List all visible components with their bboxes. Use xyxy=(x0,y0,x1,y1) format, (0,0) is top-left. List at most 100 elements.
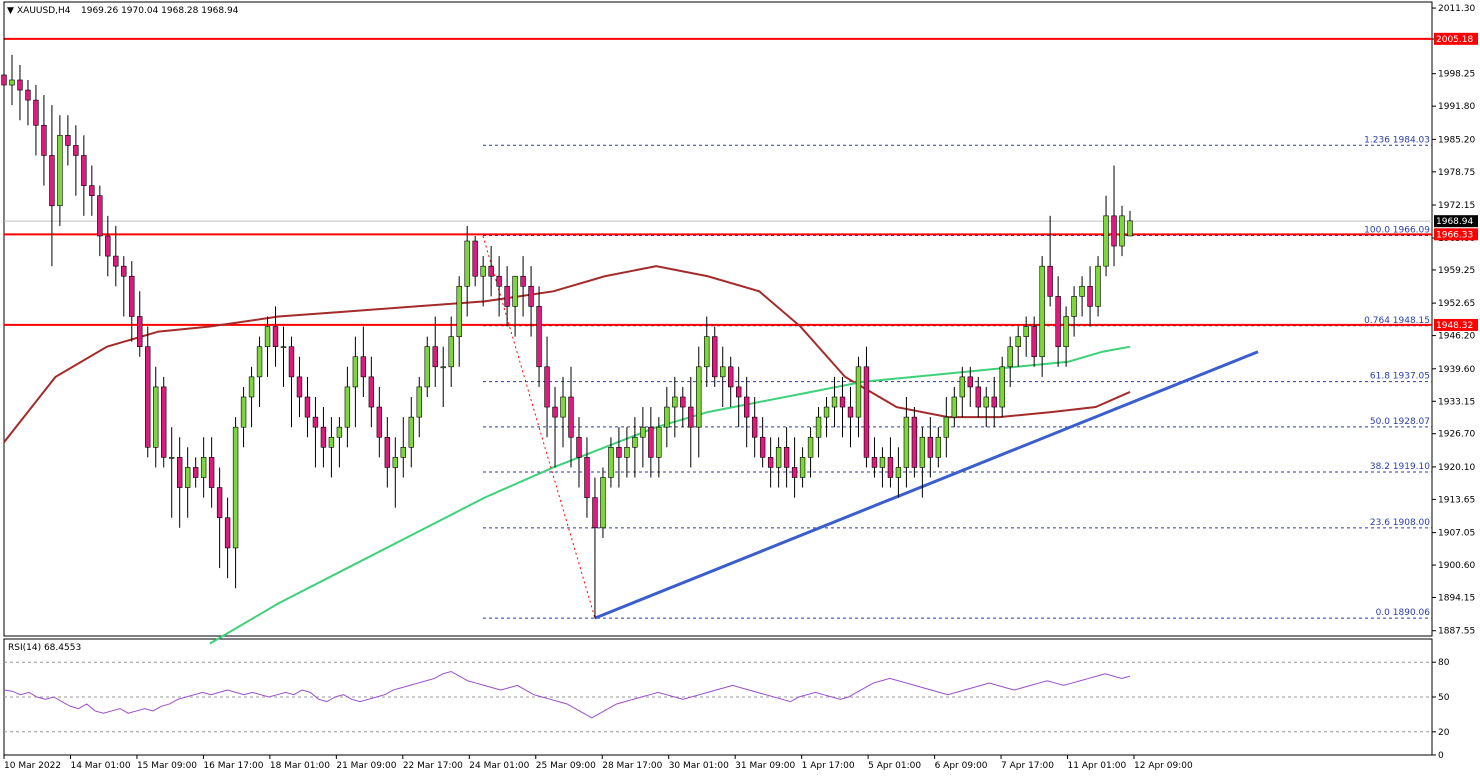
bullish-candle-body xyxy=(9,79,15,86)
candle xyxy=(97,185,103,257)
candle xyxy=(232,417,239,589)
bullish-candle-body xyxy=(1063,316,1069,347)
candle xyxy=(440,346,446,408)
candle xyxy=(648,407,654,478)
bearish-candle-body xyxy=(304,396,311,418)
bearish-candle-body xyxy=(887,457,894,478)
price-tick-label: 1991.80 xyxy=(1438,102,1475,112)
candle xyxy=(1015,326,1021,367)
bullish-candle-body xyxy=(696,366,702,428)
bullish-candle-body xyxy=(344,386,351,428)
candle xyxy=(280,326,287,387)
candle xyxy=(320,407,327,468)
candle xyxy=(89,165,95,216)
candle xyxy=(775,437,782,488)
bullish-candle-body xyxy=(416,386,422,418)
bullish-candle-body xyxy=(1079,285,1085,297)
bearish-candle-body xyxy=(743,396,750,418)
candle xyxy=(935,427,942,468)
bearish-candle-body xyxy=(472,240,478,277)
bullish-candle-body xyxy=(464,240,470,287)
price-tick-label: 1978.75 xyxy=(1438,168,1475,178)
bearish-candle-body xyxy=(312,416,319,428)
bearish-candle-body xyxy=(320,426,327,448)
time-tick-label: 14 Mar 01:00 xyxy=(70,761,130,771)
candle xyxy=(863,346,870,468)
bearish-candle-body xyxy=(33,99,39,126)
ma-green-line xyxy=(209,345,1131,645)
bullish-candle-body xyxy=(400,447,406,458)
candle xyxy=(113,225,119,287)
candle xyxy=(400,417,406,478)
candle xyxy=(528,266,534,337)
candle xyxy=(296,356,303,418)
bearish-candle-body xyxy=(208,457,215,488)
time-tick-label: 10 Mar 2022 xyxy=(4,761,61,771)
candle xyxy=(272,306,279,367)
candle xyxy=(208,437,215,508)
candle xyxy=(248,366,255,428)
bearish-candle-body xyxy=(1047,265,1053,297)
candle xyxy=(815,407,822,458)
candle xyxy=(328,417,335,478)
candle xyxy=(895,447,902,498)
candle xyxy=(33,85,39,156)
price-tick-label: 1913.65 xyxy=(1438,495,1475,505)
candle xyxy=(991,376,997,428)
bullish-candle-body xyxy=(807,436,814,458)
bearish-candle-body xyxy=(911,416,918,468)
candle xyxy=(153,366,159,468)
candle xyxy=(951,386,958,428)
fib-level-label: 38.2 1919.10 xyxy=(1370,462,1430,472)
bearish-candle-body xyxy=(113,255,119,267)
rsi-tick-label: 0 xyxy=(1438,751,1444,761)
chart-header: ▼ XAUUSD,H4 1969.26 1970.04 1968.28 1968… xyxy=(7,6,239,16)
bullish-candle-body xyxy=(1039,265,1045,358)
candle xyxy=(767,437,774,488)
time-tick-label: 1 Apr 17:00 xyxy=(802,761,855,771)
candle xyxy=(1095,256,1101,317)
fib-level-label: 61.8 1937.05 xyxy=(1370,372,1430,382)
main-price-pane[interactable] xyxy=(3,1,1433,637)
price-tick-label: 1926.70 xyxy=(1438,430,1475,440)
candle xyxy=(783,427,790,488)
price-tag-bg xyxy=(1434,215,1478,228)
bearish-candle-body xyxy=(81,155,87,186)
bearish-candle-body xyxy=(544,366,550,408)
bullish-candle-body xyxy=(672,396,678,408)
bearish-candle-body xyxy=(192,467,199,478)
bearish-candle-body xyxy=(616,447,622,458)
time-tick-label: 25 Mar 09:00 xyxy=(536,761,596,771)
price-tick-label: 1959.25 xyxy=(1438,266,1475,276)
candle xyxy=(1023,316,1029,357)
candle xyxy=(1047,215,1053,307)
rsi-tick-label: 20 xyxy=(1438,728,1450,738)
candle xyxy=(17,64,23,121)
bearish-candle-body xyxy=(791,467,798,478)
bearish-candle-body xyxy=(288,346,295,378)
dropdown-triangle-icon[interactable]: ▼ xyxy=(7,6,14,16)
bearish-candle-body xyxy=(1087,285,1093,307)
level-price-tag: 1966.33 xyxy=(1434,228,1478,241)
bullish-candle-body xyxy=(392,457,399,468)
price-tick-label: 1946.20 xyxy=(1438,332,1475,342)
candle xyxy=(392,437,399,508)
bullish-candle-body xyxy=(951,396,958,418)
bullish-candle-body xyxy=(1023,326,1029,337)
candle xyxy=(184,447,191,518)
bearish-candle-body xyxy=(863,366,870,458)
bearish-candle-body xyxy=(145,346,151,448)
fib-level-label: 23.6 1908.00 xyxy=(1370,518,1430,528)
bullish-candle-body xyxy=(919,436,926,468)
rsi-tick-label: 50 xyxy=(1438,693,1450,703)
bearish-candle-body xyxy=(975,386,981,408)
bearish-candle-body xyxy=(25,89,31,101)
price-tag-label: 1966.33 xyxy=(1436,230,1473,240)
bearish-candle-body xyxy=(368,376,375,408)
symbol-label: XAUUSD,H4 xyxy=(17,6,71,16)
candle xyxy=(871,437,878,478)
candle xyxy=(1079,276,1085,317)
candle xyxy=(336,417,343,468)
ascending-trendline xyxy=(594,350,1259,620)
candle xyxy=(456,276,462,367)
